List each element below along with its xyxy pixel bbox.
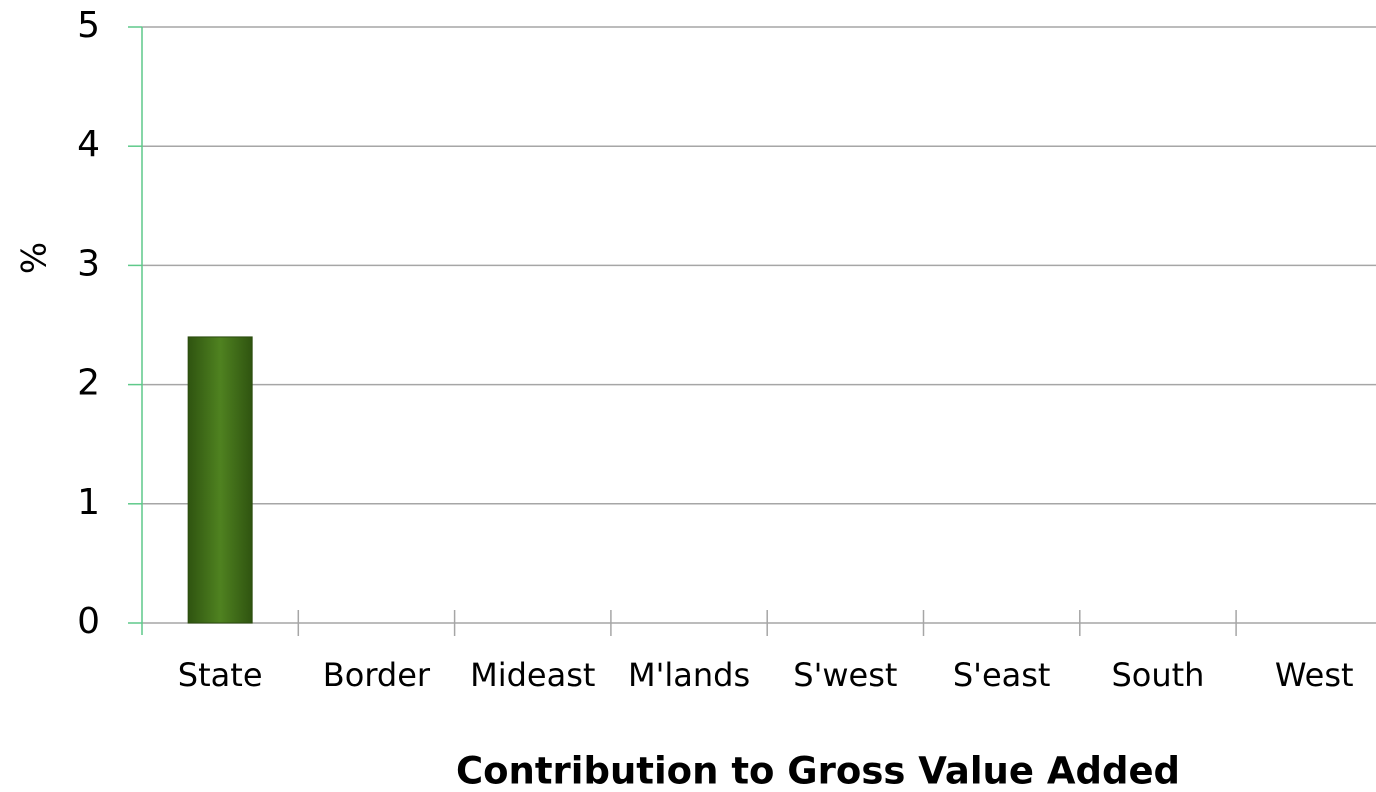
x-tick-label: State (178, 656, 263, 694)
x-tick-label: S'west (793, 656, 897, 694)
x-axis-label: Contribution to Gross Value Added (456, 750, 1180, 792)
y-tick-label: 1 (77, 482, 100, 523)
y-axis-label: % (15, 242, 55, 274)
x-tick-label: Border (323, 656, 431, 694)
x-tick-label: South (1111, 656, 1204, 694)
x-tick-label: S'east (953, 656, 1051, 694)
y-tick-label: 2 (77, 363, 100, 404)
x-tick-label: M'lands (628, 656, 750, 694)
y-tick-label: 4 (77, 124, 100, 165)
bar (187, 336, 253, 624)
y-tick-label: 3 (77, 243, 100, 284)
x-tick-label: West (1275, 656, 1354, 694)
y-tick-label: 5 (77, 5, 100, 46)
x-tick-label: Mideast (470, 656, 595, 694)
y-tick-label: 0 (77, 601, 100, 642)
